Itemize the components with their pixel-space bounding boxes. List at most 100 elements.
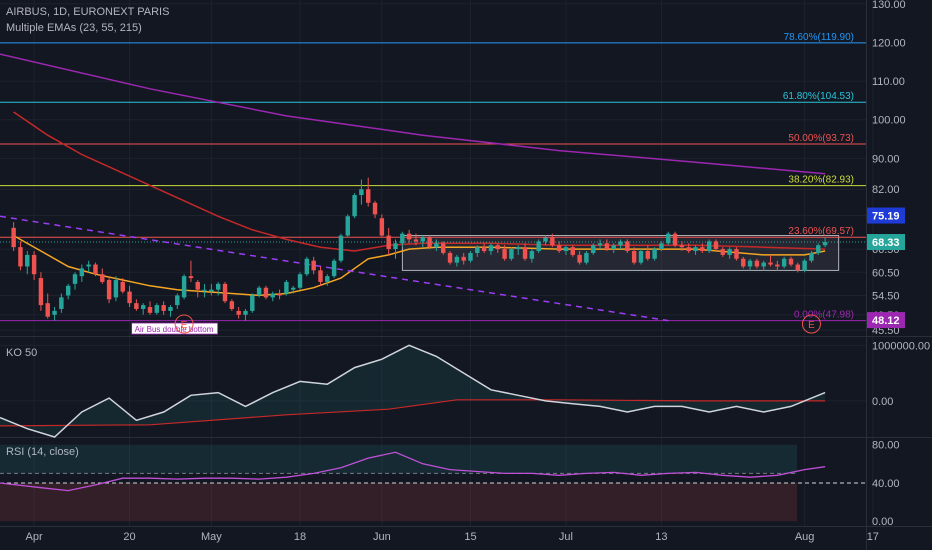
- candle-body: [516, 247, 521, 250]
- candle: [209, 283, 214, 296]
- candle: [311, 256, 316, 275]
- candle-body: [209, 289, 214, 292]
- candle-body: [775, 264, 780, 267]
- candle-body: [822, 242, 828, 246]
- candle: [352, 193, 357, 219]
- candle: [604, 239, 610, 252]
- candle-body: [318, 270, 323, 282]
- rsi-lower-band: [0, 482, 797, 522]
- candle: [563, 245, 569, 255]
- candle-body: [366, 189, 371, 203]
- candle-body: [236, 310, 241, 315]
- candle-body: [195, 281, 200, 290]
- candle-body: [222, 283, 228, 302]
- price-badge-label: 48.12: [872, 315, 900, 327]
- candle: [393, 239, 398, 259]
- candle: [331, 258, 337, 279]
- ko-y-tick-label: 0.00: [872, 396, 893, 408]
- candle-body: [679, 245, 685, 248]
- y-tick-label: 130.00: [872, 0, 906, 11]
- x-tick-label: Apr: [26, 531, 43, 543]
- candle-body: [447, 252, 453, 263]
- candle: [45, 293, 50, 319]
- candle: [502, 245, 507, 261]
- candle-body: [475, 247, 480, 253]
- candle: [270, 291, 275, 302]
- ema-legend[interactable]: Multiple EMAs (23, 55, 215): [6, 22, 142, 34]
- symbol-legend[interactable]: AIRBUS, 1D, EURONEXT PARIS: [6, 6, 170, 18]
- candle: [277, 289, 282, 300]
- candle-body: [386, 235, 391, 250]
- candle: [379, 214, 385, 238]
- x-tick-label: 13: [655, 531, 667, 543]
- candle-body: [570, 247, 576, 255]
- y-tick-label: 60.50: [872, 267, 900, 279]
- candle: [243, 308, 248, 321]
- candle: [700, 243, 705, 253]
- candle: [584, 251, 589, 265]
- candle-body: [372, 202, 378, 215]
- candle-body: [31, 254, 37, 275]
- candle: [781, 256, 787, 269]
- candle: [147, 301, 153, 315]
- candle: [543, 235, 548, 246]
- event-marker-label: E: [808, 320, 815, 331]
- ko-legend[interactable]: KO 50: [6, 347, 38, 359]
- candle: [618, 239, 623, 250]
- candle-body: [693, 247, 698, 252]
- candle: [747, 258, 753, 271]
- candle: [304, 256, 310, 277]
- candle-body: [495, 245, 500, 250]
- candle-body: [188, 276, 194, 279]
- candle: [461, 252, 466, 265]
- candle-body: [400, 233, 405, 244]
- rsi-legend[interactable]: RSI (14, close): [6, 446, 79, 458]
- candle: [720, 247, 726, 257]
- candle-body: [345, 216, 350, 236]
- candle-body: [113, 280, 119, 298]
- candle-body: [277, 293, 282, 296]
- candle-body: [393, 243, 398, 250]
- candle: [106, 276, 112, 304]
- candle-body: [256, 287, 262, 296]
- annotation-box: [131, 322, 219, 335]
- candle-body: [529, 251, 535, 259]
- candle: [338, 233, 344, 263]
- candle: [181, 274, 187, 300]
- candle-body: [713, 241, 719, 250]
- candle-body: [734, 249, 739, 259]
- rsi-line: [0, 451, 826, 492]
- y-tick-label: 120.00: [872, 37, 906, 49]
- candle: [447, 251, 453, 265]
- candle: [127, 285, 132, 308]
- candle: [454, 254, 460, 267]
- candle-body: [556, 245, 562, 252]
- candle: [475, 245, 480, 257]
- candle: [645, 245, 651, 261]
- candle: [556, 241, 562, 253]
- candle: [359, 179, 364, 205]
- candle-body: [38, 278, 44, 306]
- candle: [434, 239, 439, 252]
- y-tick-label: 90.00: [872, 153, 900, 165]
- candle: [741, 256, 746, 269]
- candle-body: [25, 254, 30, 267]
- candle-body: [18, 247, 23, 267]
- candle-body: [584, 252, 589, 263]
- candle-body: [754, 260, 760, 267]
- trendline: [0, 215, 669, 322]
- candle-body: [434, 243, 439, 248]
- candle-body: [65, 285, 71, 296]
- price-badge: [867, 234, 905, 251]
- candle-body: [727, 249, 732, 255]
- candle-body: [11, 227, 16, 248]
- candle: [659, 241, 664, 252]
- x-tick-label: May: [201, 531, 222, 543]
- ko-y-tick-label: 1000000.00: [872, 340, 930, 352]
- candle: [529, 249, 535, 263]
- candle-body: [250, 295, 255, 311]
- candle-body: [100, 274, 105, 282]
- candle: [52, 307, 57, 321]
